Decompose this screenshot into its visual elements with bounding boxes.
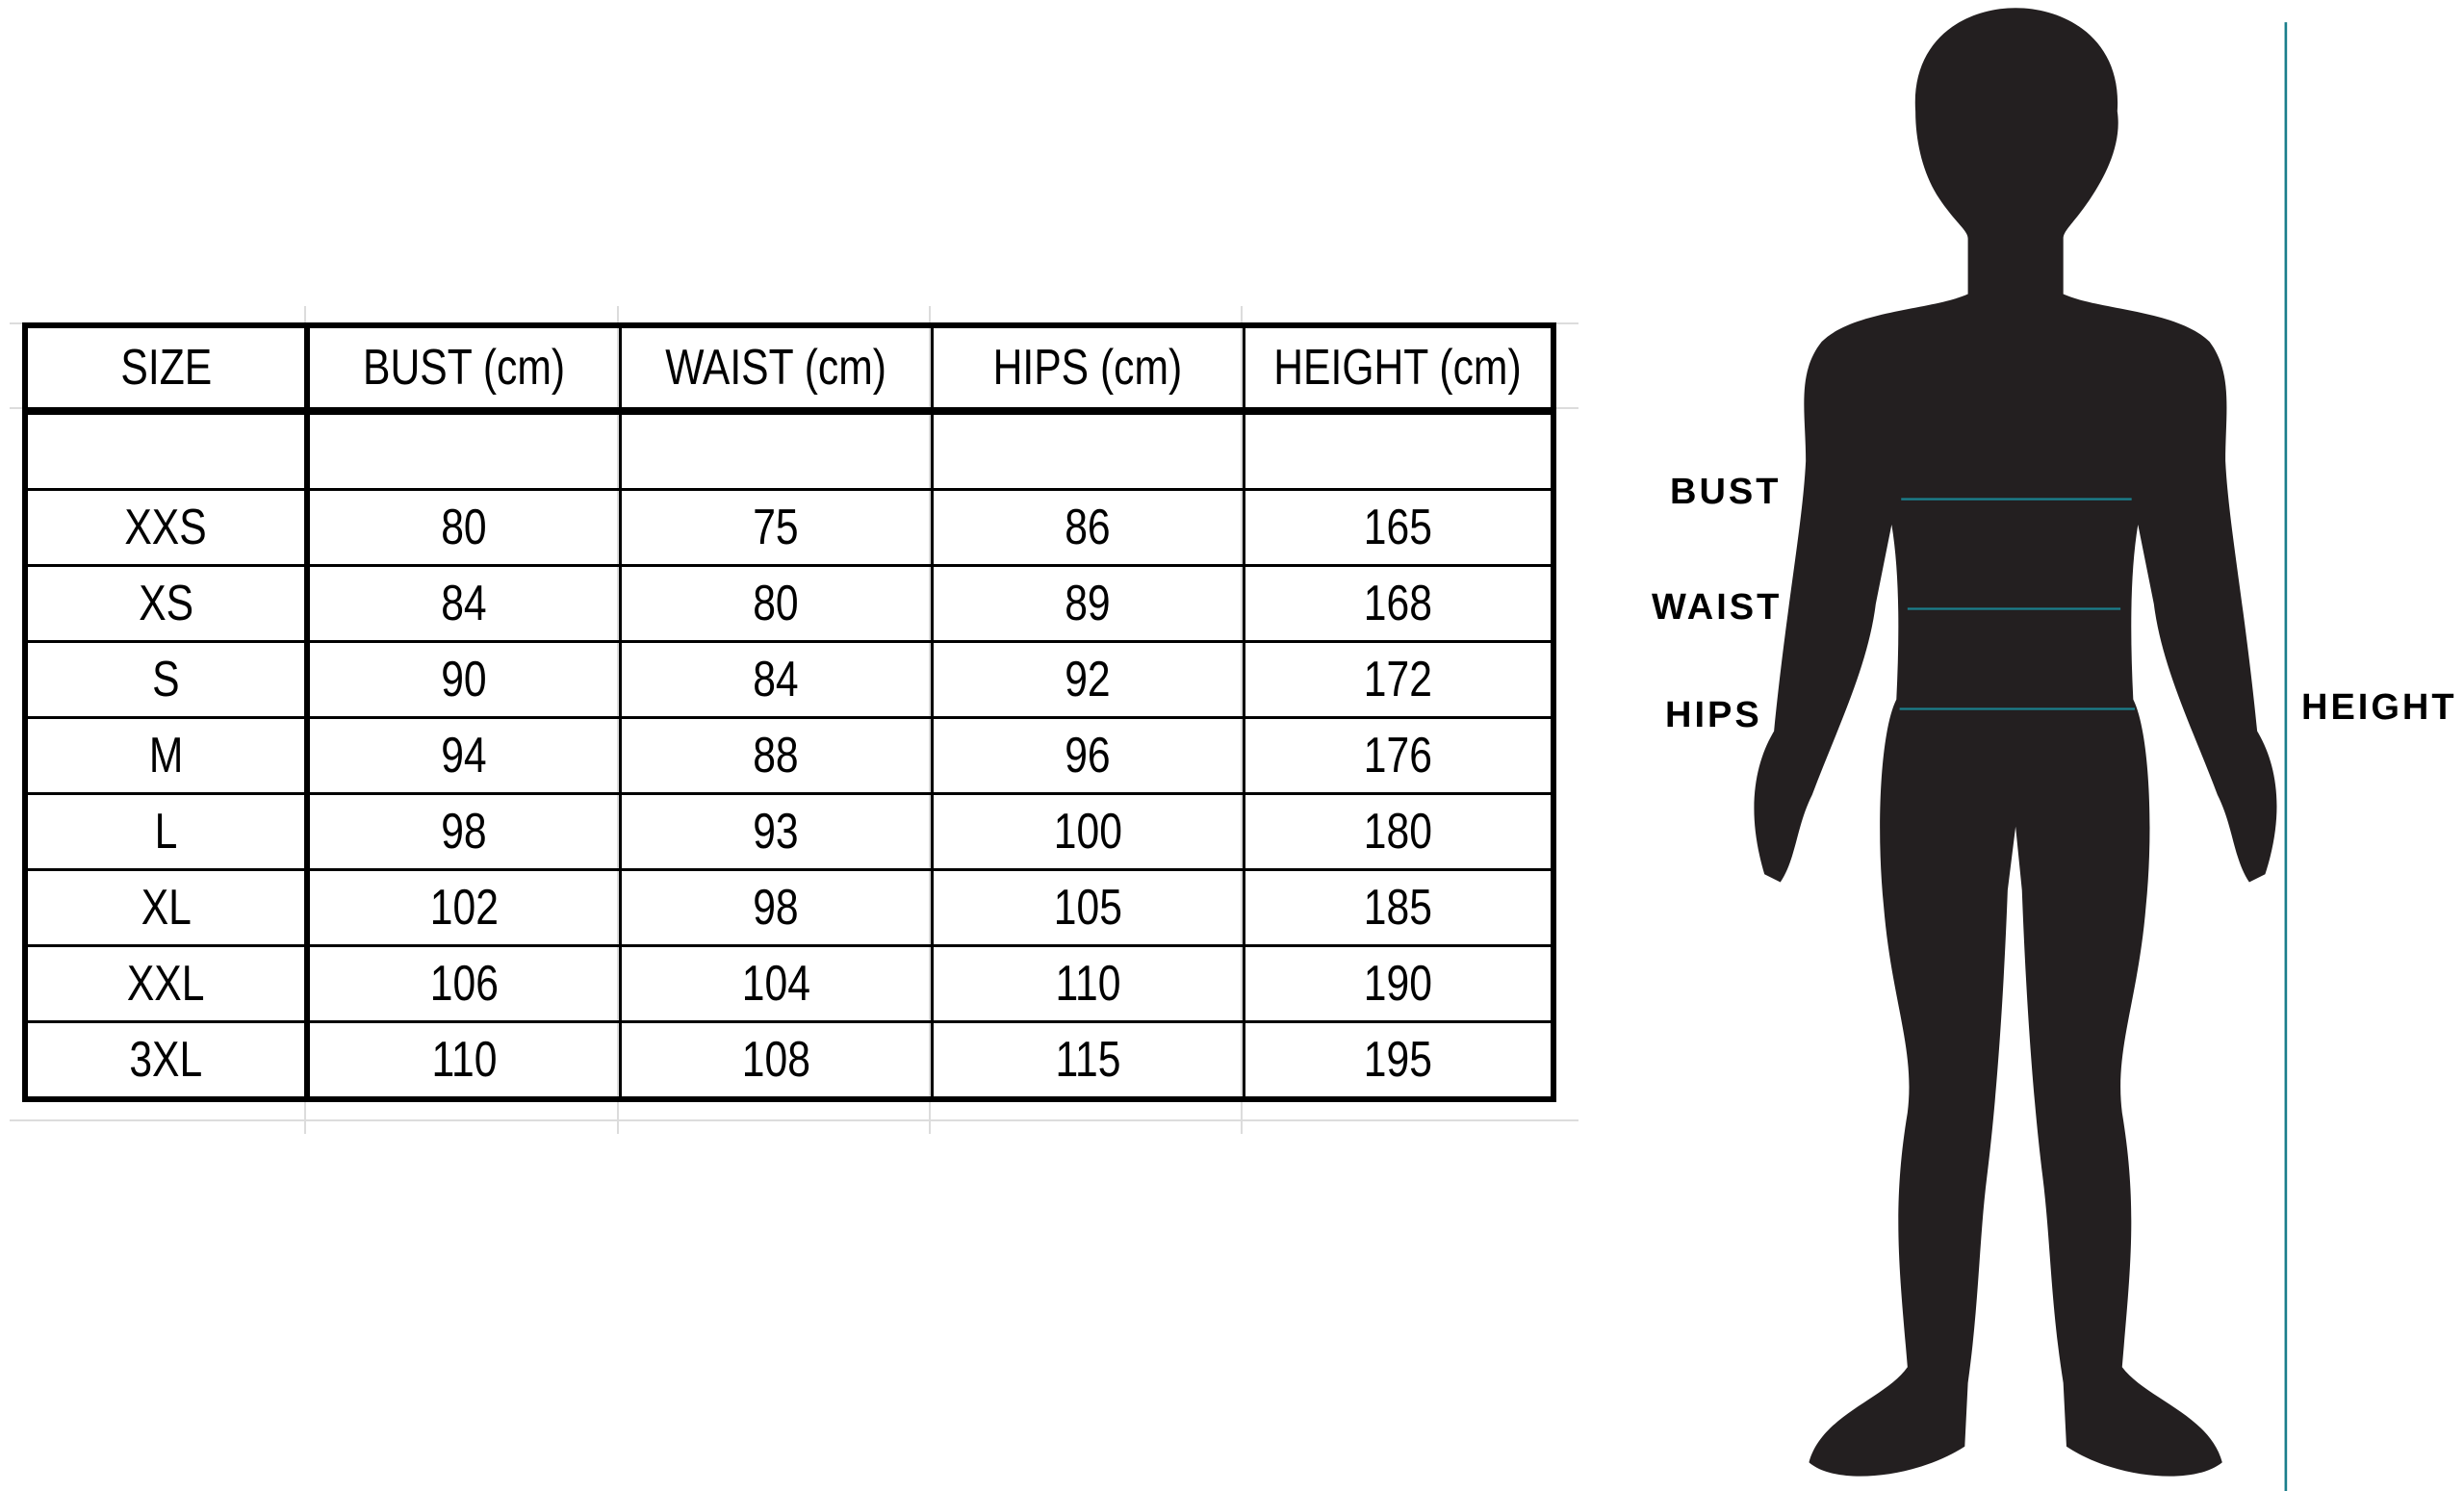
size-chart-table: SIZE BUST (cm) WAIST (cm) HIPS (cm) HEIG… [22,322,1556,1102]
table-cell: 93 [618,792,934,871]
table-cell: XS [23,564,310,643]
header-waist: WAIST (cm) [618,323,934,415]
table-cell: 106 [305,944,622,1023]
table-cell: XXL [23,944,310,1023]
table-cell: 105 [930,868,1245,947]
hips-label: HIPS [1665,695,1762,735]
table-cell: 84 [618,640,934,719]
table-cell: 75 [618,488,934,567]
table-cell: 110 [305,1020,622,1101]
waist-label: WAIST [1652,587,1783,628]
table-cell: 100 [930,792,1245,871]
table-cell: 89 [930,564,1245,643]
table-cell: 190 [1242,944,1555,1023]
table-cell: 98 [305,792,622,871]
table-cell: 80 [618,564,934,643]
table-cell [305,409,622,491]
table-cell: 165 [1242,488,1555,567]
table-header-row: SIZE BUST (cm) WAIST (cm) HIPS (cm) HEIG… [23,323,1555,415]
table-row: XXL 106 104 110 190 [23,944,1555,1023]
table-cell: 110 [930,944,1245,1023]
table-cell: 168 [1242,564,1555,643]
table-cell: 3XL [23,1020,310,1101]
body-silhouette [1754,8,2277,1477]
table-cell: 185 [1242,868,1555,947]
table-cell: M [23,716,310,795]
table-cell: XL [23,868,310,947]
table-cell: 172 [1242,640,1555,719]
table-row: XXS 80 75 86 165 [23,488,1555,567]
table-cell: XXS [23,488,310,567]
table-cell: 92 [930,640,1245,719]
table-cell: 94 [305,716,622,795]
table-row: S 90 84 92 172 [23,640,1555,719]
table-cell: 195 [1242,1020,1555,1101]
table-cell [930,409,1245,491]
table-cell [1242,409,1555,491]
table-cell: 80 [305,488,622,567]
header-size: SIZE [23,323,310,415]
table-cell: 90 [305,640,622,719]
table-cell: 88 [618,716,934,795]
height-label: HEIGHT [2301,687,2457,728]
table-cell: 176 [1242,716,1555,795]
header-bust: BUST (cm) [305,323,622,415]
table-cell [23,409,310,491]
table-cell: 98 [618,868,934,947]
table-cell: 180 [1242,792,1555,871]
table-cell: L [23,792,310,871]
table-row: M 94 88 96 176 [23,716,1555,795]
table-cell: 104 [618,944,934,1023]
table-cell: 115 [930,1020,1245,1101]
table-cell: S [23,640,310,719]
gridline [10,1119,1578,1121]
table-row: XS 84 80 89 168 [23,564,1555,643]
header-hips: HIPS (cm) [930,323,1245,415]
table-cell: 96 [930,716,1245,795]
table-cell: 86 [930,488,1245,567]
bust-label: BUST [1670,472,1782,512]
table-row: 3XL 110 108 115 195 [23,1020,1555,1101]
table-cell: 102 [305,868,622,947]
table-row: L 98 93 100 180 [23,792,1555,871]
table-row [23,409,1555,491]
table-cell: 84 [305,564,622,643]
table-cell [618,409,934,491]
header-height: HEIGHT (cm) [1242,323,1555,415]
table-cell: 108 [618,1020,934,1101]
table-row: XL 102 98 105 185 [23,868,1555,947]
